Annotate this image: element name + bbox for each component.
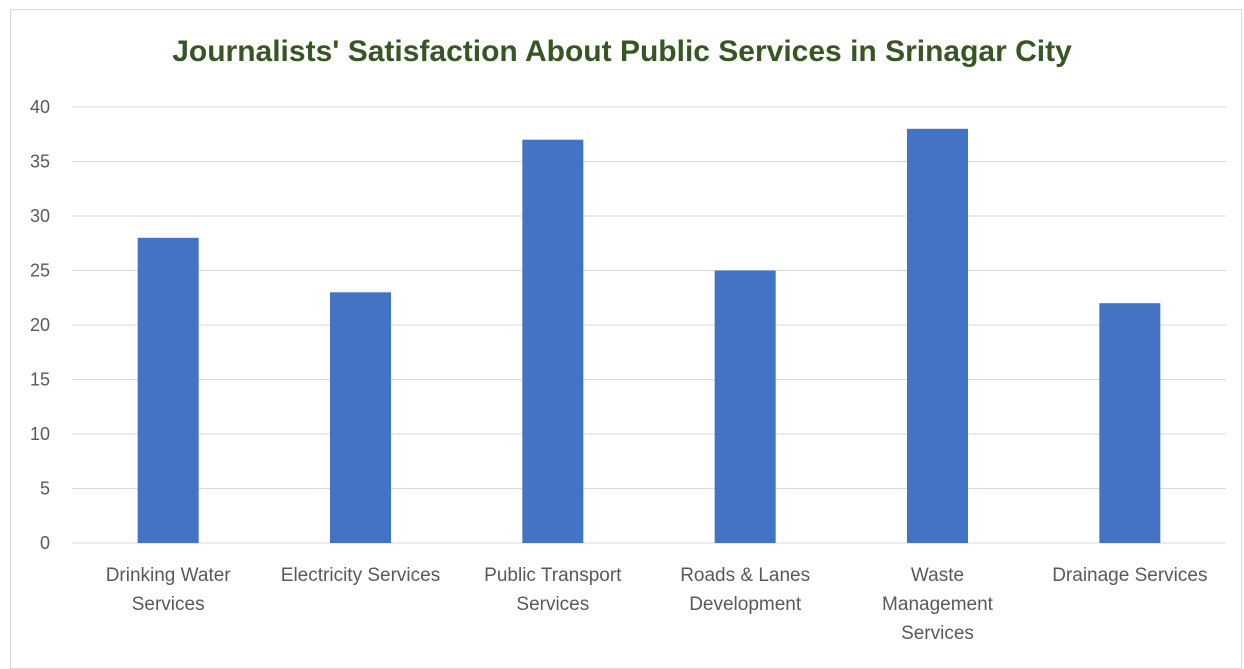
bar <box>137 237 199 544</box>
x-category-label: Public Transport Services <box>484 565 622 615</box>
bar <box>1099 303 1161 543</box>
x-category-label: Drainage Services <box>1052 565 1207 586</box>
x-category-label: Drinking Water Services <box>106 565 232 615</box>
y-tick-label: 25 <box>30 261 50 281</box>
chart-title: Journalists' Satisfaction About Public S… <box>172 35 1072 68</box>
y-tick-label: 20 <box>30 315 50 335</box>
y-tick-label: 30 <box>30 206 50 226</box>
chart-area <box>10 9 1242 669</box>
y-tick-label: 10 <box>30 424 50 444</box>
bar <box>522 139 584 543</box>
y-tick-label: 40 <box>30 97 50 117</box>
y-tick-label: 5 <box>40 479 50 499</box>
y-tick-label: 35 <box>30 152 50 172</box>
bar <box>714 270 776 543</box>
x-category-label: Waste Management Services <box>882 565 994 644</box>
x-category-label: Roads & Lanes Development <box>680 565 810 615</box>
y-tick-label: 0 <box>40 533 50 553</box>
bar <box>907 128 968 544</box>
y-tick-label: 15 <box>30 370 50 390</box>
x-category-label: Electricity Services <box>281 565 440 586</box>
bar <box>330 292 391 543</box>
